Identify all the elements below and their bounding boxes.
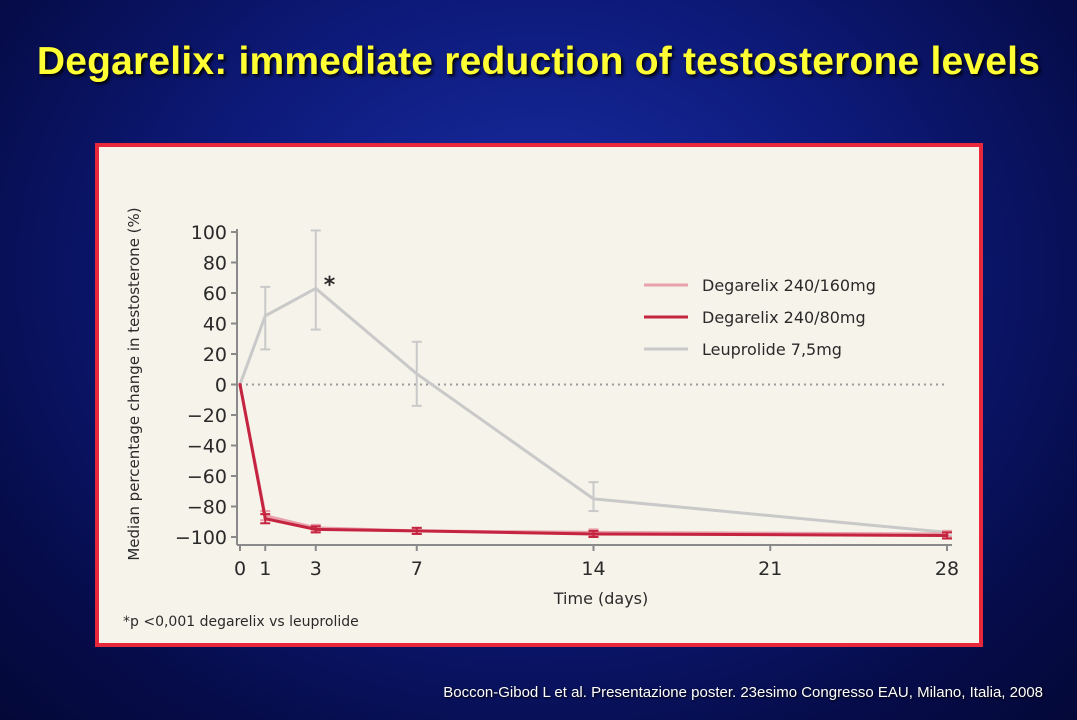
y-tick-label: 40 — [203, 314, 227, 336]
data-point — [415, 529, 419, 533]
footnote: *p <0,001 degarelix vs leuprolide — [123, 614, 359, 630]
x-tick-label: 1 — [259, 558, 271, 580]
y-tick-label: −100 — [175, 527, 227, 549]
x-tick-label: 14 — [581, 558, 605, 580]
legend: Degarelix 240/160mg Degarelix 240/80mg Leu… — [644, 276, 876, 359]
y-tick-label: −20 — [187, 405, 227, 427]
slide-title: Degarelix: immediate reduction of testos… — [36, 40, 1041, 83]
x-tick-label: 3 — [310, 558, 322, 580]
series-line — [238, 384, 948, 537]
x-tick-label: 0 — [234, 558, 246, 580]
series-line — [238, 286, 948, 534]
citation: Boccon-Gibod L et al. Presentazione post… — [443, 684, 1043, 701]
y-tick-label: −40 — [187, 436, 227, 458]
testosterone-chart: Median percentage change in testosterone… — [123, 207, 959, 630]
series-degarelix-240-160mg — [238, 383, 952, 538]
data-point — [314, 527, 318, 531]
y-tick-label: −60 — [187, 466, 227, 488]
series-degarelix-240-80mg — [238, 383, 952, 540]
y-tick-label: 80 — [203, 253, 227, 275]
y-axis-label: Median percentage change in testosterone… — [125, 207, 143, 560]
data-point — [238, 383, 242, 386]
significance-annotation: * — [324, 273, 336, 298]
chart-frame: Median percentage change in testosterone… — [95, 143, 983, 647]
y-tick-label: −80 — [187, 497, 227, 519]
x-tick-label: 7 — [411, 558, 423, 580]
x-tick-label: 21 — [758, 558, 782, 580]
legend-label: Degarelix 240/80mg — [702, 308, 866, 327]
y-tick-label: 20 — [203, 344, 227, 366]
x-tick-label: 28 — [935, 558, 959, 580]
y-tick-label: 100 — [191, 222, 227, 244]
data-point — [945, 533, 949, 537]
data-point — [263, 314, 267, 318]
legend-label: Leuprolide 7,5mg — [702, 340, 842, 359]
data-point — [415, 372, 419, 376]
data-point — [592, 532, 595, 536]
legend-label: Degarelix 240/160mg — [702, 276, 876, 295]
data-point — [314, 286, 318, 290]
y-tick-label: 60 — [203, 283, 227, 305]
data-point — [263, 517, 267, 521]
data-point — [592, 497, 595, 501]
y-tick-label: 0 — [215, 375, 227, 397]
series-leuprolide-7-5mg — [238, 229, 952, 537]
x-axis-label: Time (days) — [553, 589, 649, 608]
